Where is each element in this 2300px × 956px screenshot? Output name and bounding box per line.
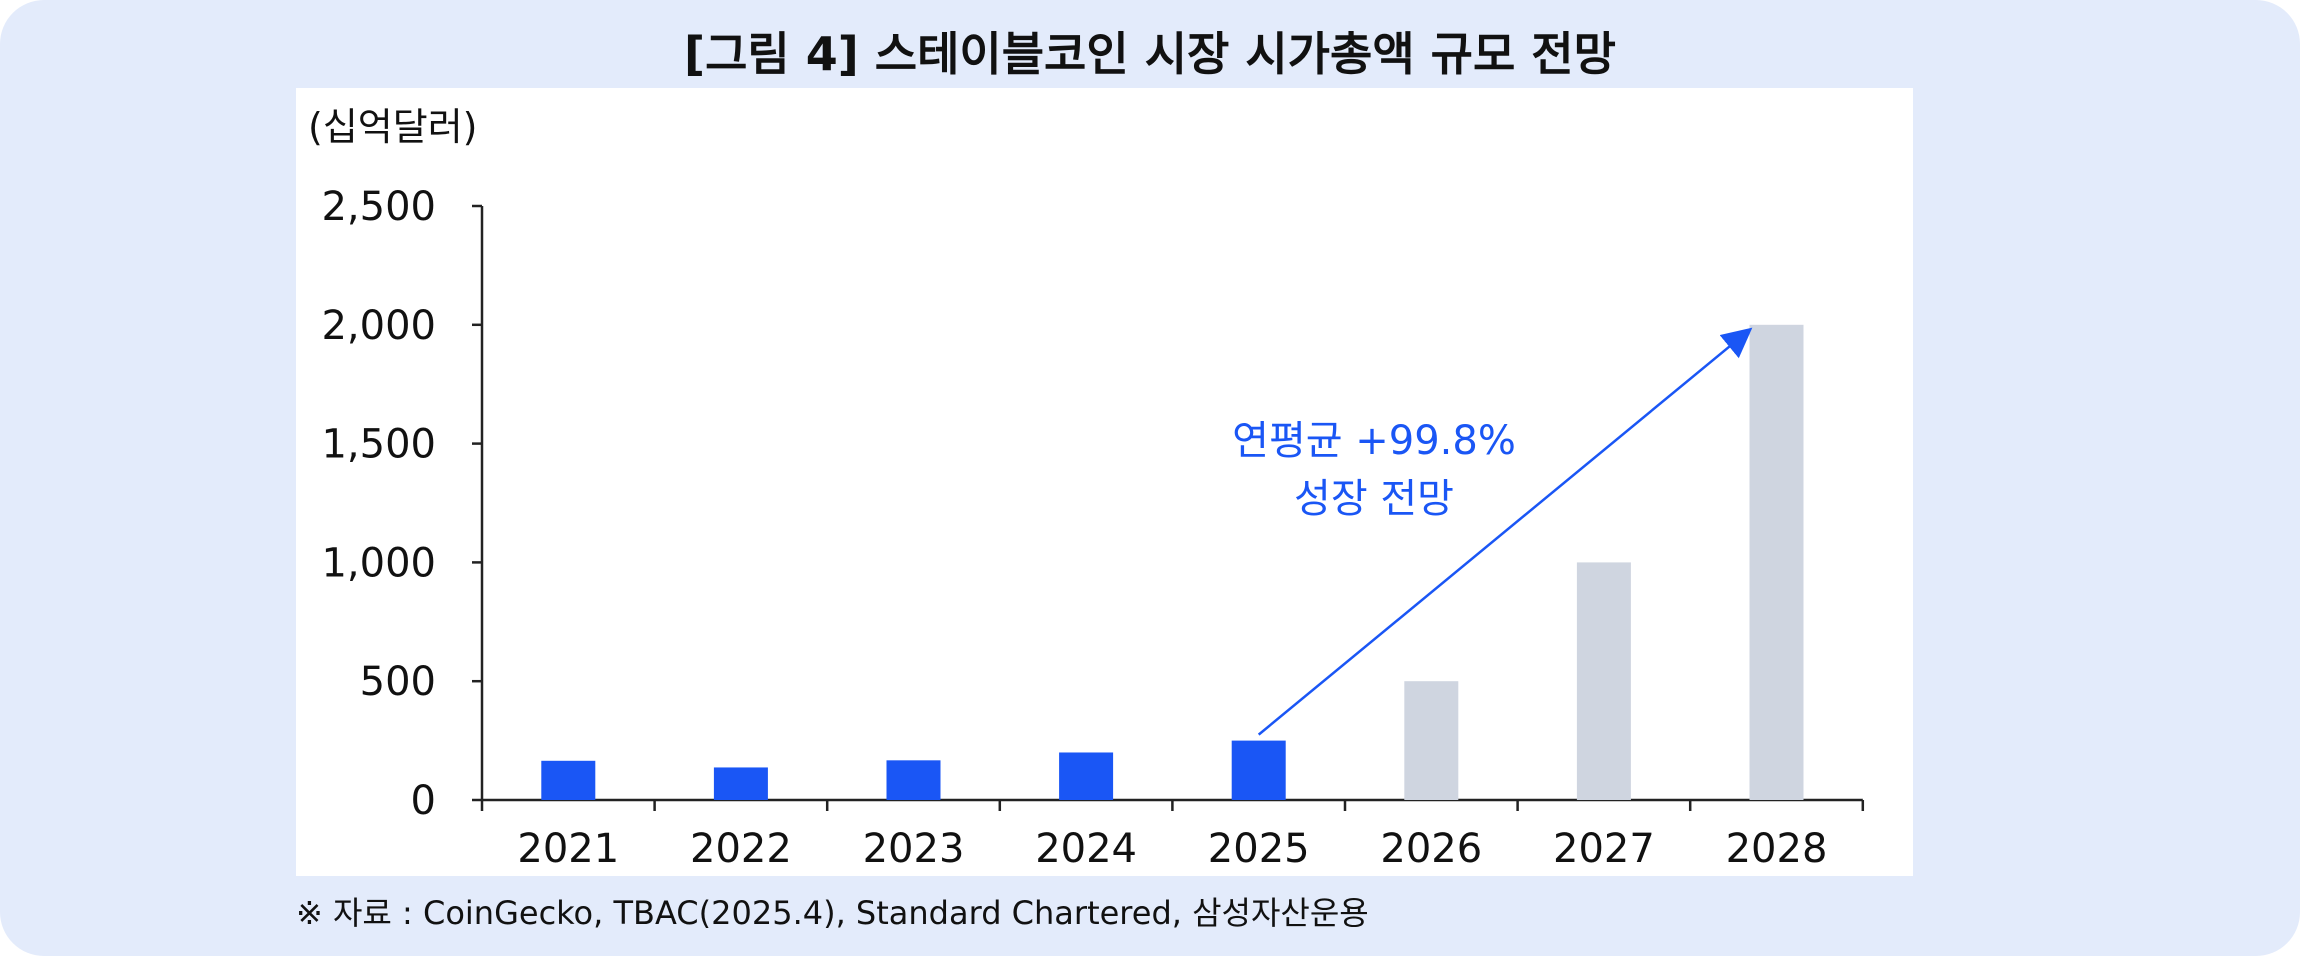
annotation-cagr-text: 연평균 +99.8%	[1232, 418, 1516, 464]
x-tick-label: 2027	[1553, 826, 1655, 872]
y-tick-label: 1,000	[321, 540, 436, 586]
y-unit-label: (십억달러)	[308, 105, 478, 149]
x-tick-label: 2024	[1035, 826, 1137, 872]
bar-forecast	[1749, 324, 1804, 800]
x-tick-label: 2022	[690, 826, 792, 872]
y-tick-label: 2,000	[321, 303, 436, 349]
y-tick-label: 1,500	[321, 422, 436, 468]
x-tick-label: 2023	[863, 826, 965, 872]
y-tick-label: 0	[411, 778, 436, 824]
y-axis: 0 500 1,000 1,500 2,000 2,500	[321, 184, 484, 824]
bar-forecast	[1404, 681, 1459, 800]
annotation-outlook-text: 성장 전망	[1294, 476, 1454, 522]
bar-chart: (십억달러) 0 500 1,000 1,500 2,000 2,500 2021 2022…	[308, 105, 1865, 872]
bar-actual	[886, 760, 941, 800]
bars	[541, 324, 1804, 800]
x-tick-label: 2026	[1380, 826, 1482, 872]
x-tick-label: 2025	[1208, 826, 1310, 872]
chart-title: [그림 4] 스테이블코인 시장 시가총액 규모 전망	[684, 27, 1616, 81]
bar-actual	[541, 760, 596, 800]
x-axis: 2021 2022 2023 2024 2025 2026 2027 2028	[480, 798, 1865, 872]
y-tick-label: 2,500	[321, 184, 436, 230]
source-note: ※ 자료 : CoinGecko, TBAC(2025.4), Standard…	[296, 894, 1369, 932]
x-tick-label: 2028	[1726, 826, 1828, 872]
x-tick-label: 2021	[517, 826, 619, 872]
growth-arrow	[1257, 327, 1753, 736]
bar-actual	[1059, 752, 1114, 800]
plot-panel: (십억달러) 0 500 1,000 1,500 2,000 2,500 2021 2022…	[296, 88, 1913, 876]
bar-actual	[1231, 740, 1286, 800]
bar-actual	[713, 767, 768, 800]
growth-annotation: 연평균 +99.8% 성장 전망	[1232, 327, 1753, 736]
bar-forecast	[1576, 562, 1631, 800]
y-tick-label: 500	[360, 659, 436, 705]
